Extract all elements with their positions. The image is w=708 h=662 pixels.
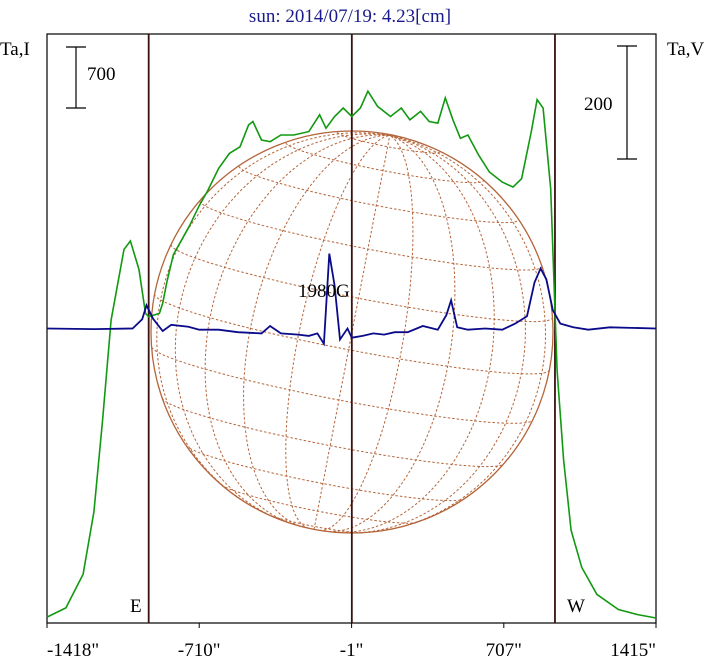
left-scale-bar-label: 700 — [87, 64, 116, 85]
latitude-line — [238, 166, 519, 224]
longitude-line — [174, 133, 390, 520]
left-scale-bar: 700 — [66, 46, 116, 109]
longitude-line — [350, 134, 526, 534]
x-tick-label: -1418" — [47, 640, 99, 661]
latitude-line — [170, 244, 553, 323]
longitude-line — [384, 134, 547, 531]
longitude-line — [204, 134, 390, 525]
x-axis-ticks: -1418" -710" -1" 707" 1415" — [46, 623, 657, 661]
x-tick-label: 707" — [486, 640, 522, 661]
longitude-line — [336, 134, 495, 534]
x-tick-label: -1" — [340, 640, 364, 661]
left-axis-label: Ta,I — [0, 39, 30, 60]
right-axis-label: Ta,V — [667, 39, 704, 60]
x-tick-label: -710" — [178, 640, 221, 661]
chart-title: sun: 2014/07/19: 4.23[cm] — [249, 6, 451, 27]
west-label: W — [567, 596, 585, 617]
longitude-line — [156, 132, 390, 505]
right-scale-bar: 200 — [584, 45, 637, 160]
longitude-line — [324, 134, 456, 533]
latitude-line — [161, 398, 504, 468]
longitude-line — [243, 134, 390, 528]
latitude-line — [185, 445, 465, 502]
stokes-v-curve — [46, 253, 657, 347]
region-label: 1980G — [298, 281, 350, 302]
latitude-line — [285, 142, 484, 184]
east-label: E — [130, 596, 142, 617]
longitude-line — [319, 134, 414, 531]
latitude-line — [151, 346, 533, 424]
longitude-line — [285, 134, 390, 529]
x-tick-label: 1415" — [610, 640, 656, 661]
right-scale-bar-label: 200 — [584, 94, 613, 115]
